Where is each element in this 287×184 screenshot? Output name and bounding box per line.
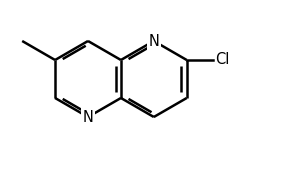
Text: N: N — [83, 109, 94, 125]
Text: N: N — [148, 33, 159, 49]
Text: Cl: Cl — [216, 52, 230, 68]
